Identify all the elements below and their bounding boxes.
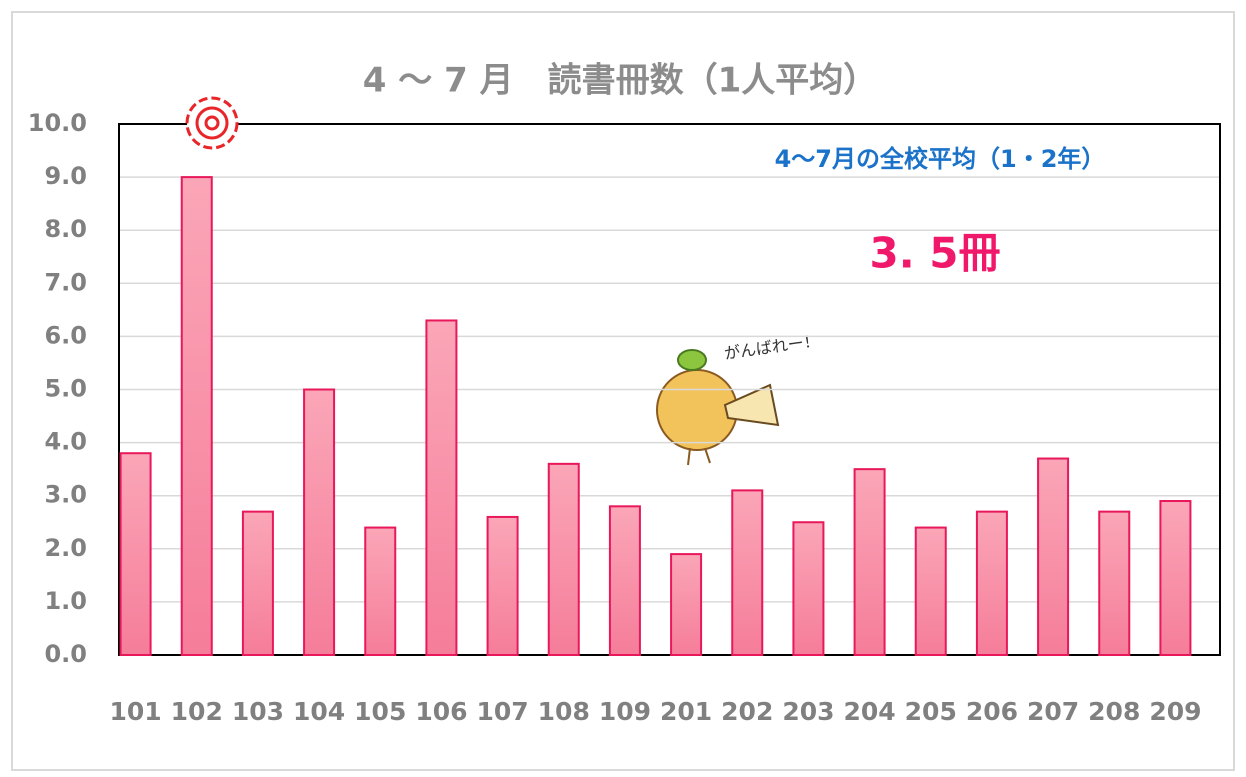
- x-tick-label: 201: [660, 697, 712, 726]
- x-tick-label: 204: [843, 697, 895, 726]
- bar: [732, 490, 762, 655]
- bar: [916, 528, 946, 655]
- x-tick-label: 206: [966, 697, 1018, 726]
- y-tick-label: 10.0: [28, 109, 87, 137]
- chart: 4 ～ 7 月 読書冊数（1人平均） 4〜7月の全校平均（1・2年） 3. 5冊…: [0, 0, 1246, 773]
- x-tick-label: 109: [599, 697, 651, 726]
- y-tick-label: 1.0: [44, 587, 87, 615]
- x-tick-label: 107: [476, 697, 528, 726]
- bar: [671, 554, 701, 655]
- y-tick-label: 5.0: [44, 375, 87, 403]
- character-illustration: がんばれー！: [655, 320, 840, 470]
- y-tick-label: 3.0: [44, 481, 87, 509]
- x-tick-label: 108: [538, 697, 590, 726]
- bar: [304, 390, 334, 656]
- bar: [365, 528, 395, 655]
- x-tick-label: 205: [905, 697, 957, 726]
- bar: [182, 177, 212, 655]
- bar: [1099, 512, 1129, 655]
- x-tick-label: 207: [1027, 697, 1079, 726]
- bar: [855, 469, 885, 655]
- bar: [488, 517, 518, 655]
- x-tick-label: 202: [721, 697, 773, 726]
- x-tick-label: 101: [109, 697, 161, 726]
- y-tick-label: 7.0: [44, 268, 87, 296]
- x-tick-label: 106: [415, 697, 467, 726]
- y-tick-label: 2.0: [44, 534, 87, 562]
- x-tick-label: 105: [354, 697, 406, 726]
- bar: [1160, 501, 1190, 655]
- x-tick-label: 208: [1088, 697, 1140, 726]
- bar: [793, 522, 823, 655]
- bar: [549, 464, 579, 655]
- annotation: 4〜7月の全校平均（1・2年）: [775, 145, 1106, 173]
- x-tick-label: 103: [232, 697, 284, 726]
- bar: [1038, 459, 1068, 655]
- chart-title: 4 ～ 7 月 読書冊数（1人平均）: [363, 61, 877, 101]
- bar: [610, 506, 640, 655]
- y-tick-label: 9.0: [44, 162, 87, 190]
- x-tick-label: 203: [782, 697, 834, 726]
- bar: [426, 320, 456, 655]
- y-tick-label: 6.0: [44, 321, 87, 349]
- y-tick-label: 0.0: [44, 640, 87, 668]
- y-tick-label: 8.0: [44, 215, 87, 243]
- annotation: 3. 5冊: [869, 229, 1000, 278]
- bar: [977, 512, 1007, 655]
- x-tick-label: 102: [171, 697, 223, 726]
- bar: [121, 453, 151, 655]
- flower-icon: [187, 98, 237, 148]
- y-tick-label: 4.0: [44, 428, 87, 456]
- bar: [243, 512, 273, 655]
- x-tick-label: 209: [1149, 697, 1201, 726]
- x-tick-label: 104: [293, 697, 345, 726]
